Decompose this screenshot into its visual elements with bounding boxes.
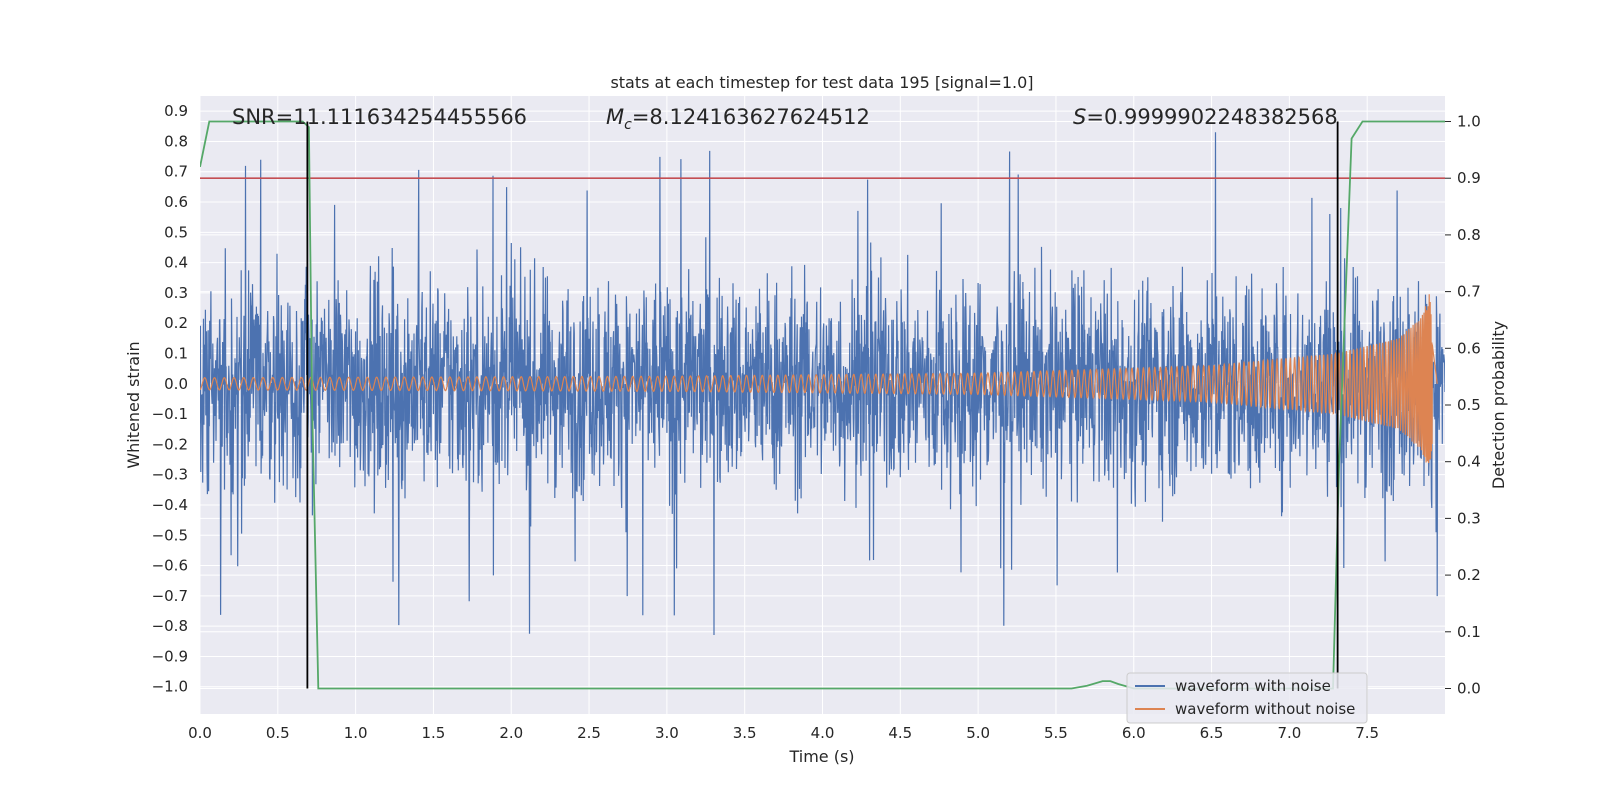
series-detection-probability [200, 120, 1445, 690]
x-tick-label: 1.0 [344, 724, 368, 742]
y-tick-label: −0.1 [152, 405, 188, 423]
chart-title: stats at each timestep for test data 195… [610, 73, 1033, 92]
y-right-tick-label: 0.6 [1457, 339, 1481, 357]
y-right-tick-label: 1.0 [1457, 113, 1481, 131]
x-tick-label: 6.0 [1122, 724, 1146, 742]
y-right-axis-label: Detection probability [1489, 321, 1508, 489]
y-tick-label: −0.9 [152, 647, 188, 665]
y-right-tick-label: 0.5 [1457, 396, 1481, 414]
y-tick-label: 0.0 [164, 375, 188, 393]
y-tick-label: 0.1 [164, 345, 188, 363]
y-right-tick-label: 0.3 [1457, 509, 1481, 527]
x-tick-label: 3.5 [733, 724, 757, 742]
legend: waveform with noise waveform without noi… [1126, 672, 1368, 724]
x-tick-label: 4.0 [811, 724, 835, 742]
legend-label-noise: waveform with noise [1175, 677, 1331, 695]
y-right-tick-label: 0.9 [1457, 169, 1481, 187]
x-tick-label: 4.5 [888, 724, 912, 742]
y-tick-label: −0.8 [152, 617, 188, 635]
annotation-snr: SNR=11.111634254455566 [232, 105, 527, 129]
plot-area [200, 120, 1445, 690]
x-tick-label: 1.5 [422, 724, 446, 742]
y-tick-label: −0.7 [152, 587, 188, 605]
y-tick-label: 0.2 [164, 314, 188, 332]
y-tick-label: −0.2 [152, 435, 188, 453]
y-tick-label: 0.7 [164, 163, 188, 181]
series-waveform-without-noise [200, 294, 1438, 464]
x-tick-label: 7.5 [1355, 724, 1379, 742]
y-axis-right: 1.0 0.9 0.8 0.7 0.6 0.5 0.4 0.3 0.2 0.1 0.0 [1445, 113, 1481, 697]
y-right-tick-label: 0.4 [1457, 453, 1481, 471]
x-tick-label: 0.5 [266, 724, 290, 742]
x-tick-label: 7.0 [1277, 724, 1301, 742]
x-tick-label: 2.5 [577, 724, 601, 742]
y-tick-label: −1.0 [152, 678, 188, 696]
annotation-chirp-mass: Mc=8.124163627624512 [606, 105, 870, 133]
x-tick-label: 2.0 [499, 724, 523, 742]
x-axis-label: Time (s) [788, 747, 854, 766]
y-right-tick-label: 0.2 [1457, 566, 1481, 584]
x-axis: 0.0 0.5 1.0 1.5 2.0 2.5 3.0 3.5 4.0 4.5 5.0 5.5 6.0 6… [188, 724, 1379, 742]
y-right-tick-label: 0.0 [1457, 679, 1481, 697]
x-tick-label: 5.5 [1044, 724, 1068, 742]
y-tick-label: −0.3 [152, 466, 188, 484]
y-tick-label: 0.6 [164, 193, 188, 211]
x-tick-label: 6.5 [1200, 724, 1224, 742]
annotation-s-stat: S=0.9999902248382568 [1073, 105, 1338, 129]
y-tick-label: 0.3 [164, 284, 188, 302]
y-tick-label: −0.6 [152, 557, 188, 575]
y-axis-label: Whitened strain [124, 341, 143, 468]
y-tick-label: 0.5 [164, 223, 188, 241]
y-right-tick-label: 0.8 [1457, 226, 1481, 244]
legend-box [1126, 672, 1368, 724]
y-right-tick-label: 0.7 [1457, 283, 1481, 301]
y-tick-label: 0.4 [164, 254, 188, 272]
y-axis-left: 0.9 0.8 0.7 0.6 0.5 0.4 0.3 0.2 0.1 0.0 −0.1 −0.2 −0… [152, 102, 188, 696]
legend-label-clean: waveform without noise [1175, 700, 1355, 718]
y-tick-label: 0.8 [164, 132, 188, 150]
y-tick-label: −0.4 [152, 496, 188, 514]
x-tick-label: 3.0 [655, 724, 679, 742]
y-right-tick-label: 0.1 [1457, 623, 1481, 641]
y-tick-label: −0.5 [152, 526, 188, 544]
y-tick-label: 0.9 [164, 102, 188, 120]
x-tick-label: 5.0 [966, 724, 990, 742]
x-tick-label: 0.0 [188, 724, 212, 742]
